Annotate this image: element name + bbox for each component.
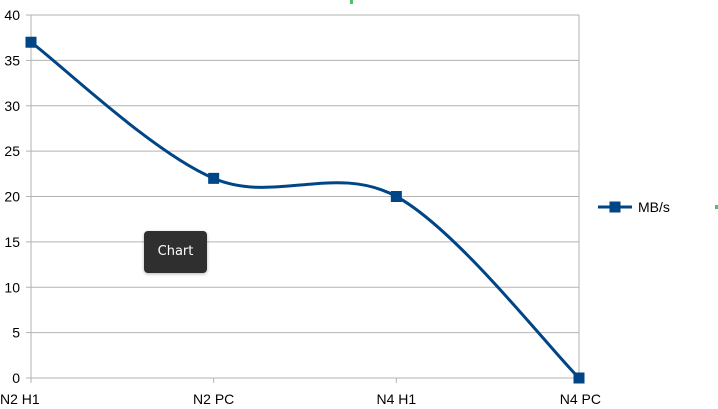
y-axis-tick-labels: 0 5 10 15 20 25 30 35 40 xyxy=(4,7,20,386)
y-tick-label: 0 xyxy=(12,370,20,386)
x-tick-label: N2 H1 xyxy=(0,391,40,407)
axes xyxy=(26,14,580,383)
selection-handle-top[interactable] xyxy=(350,0,353,4)
y-tick-label: 5 xyxy=(12,325,20,341)
legend-marker-swatch xyxy=(609,201,621,213)
y-tick-label: 40 xyxy=(4,7,20,23)
legend: MB/s xyxy=(598,199,670,215)
x-tick-label: N4 PC xyxy=(560,391,601,407)
gridlines xyxy=(31,14,579,334)
x-tick-label: N2 PC xyxy=(193,391,234,407)
data-point-n4-pc[interactable] xyxy=(573,372,585,384)
selection-handle-right[interactable] xyxy=(715,205,718,209)
x-tick-label: N4 H1 xyxy=(376,391,416,407)
y-tick-label: 15 xyxy=(4,234,20,250)
data-point-n2-pc[interactable] xyxy=(208,172,220,184)
y-tick-label: 25 xyxy=(4,143,20,159)
data-point-n4-h1[interactable] xyxy=(390,191,402,202)
legend-label: MB/s xyxy=(638,199,670,215)
series-line[interactable] xyxy=(29,40,581,380)
x-axis-tick-labels: N2 H1 N2 PC N4 H1 N4 PC xyxy=(0,391,601,407)
y-tick-label: 10 xyxy=(4,279,20,295)
series-group xyxy=(25,36,585,384)
y-tick-label: 30 xyxy=(4,98,20,114)
y-tick-label: 35 xyxy=(4,52,20,68)
chart-tooltip: Chart xyxy=(144,231,207,273)
data-point-n2-h1[interactable] xyxy=(25,36,37,48)
y-tick-label: 20 xyxy=(4,189,20,205)
